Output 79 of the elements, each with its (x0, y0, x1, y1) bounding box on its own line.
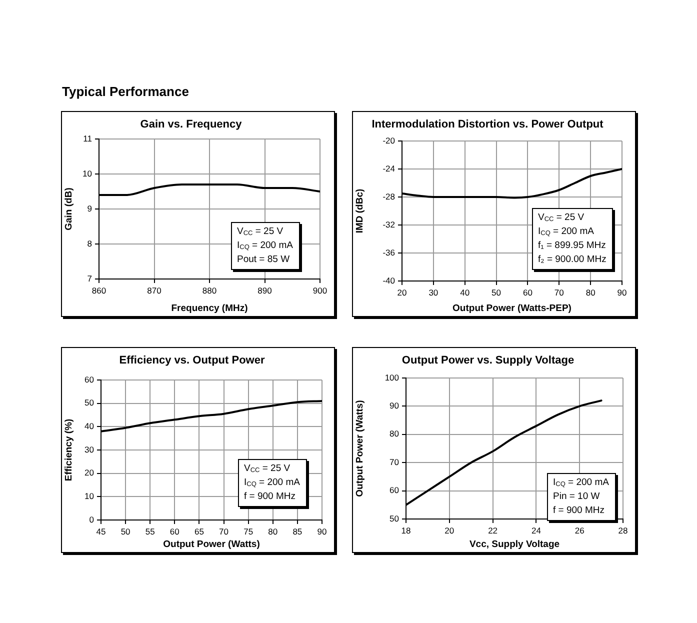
x-tick-label: 85 (292, 526, 302, 536)
y-tick-label: 10 (84, 491, 94, 502)
x-tick-label: 870 (147, 285, 162, 296)
annotation: f₂ = 900.00 MHz (538, 253, 606, 267)
y-tick-label: -28 (382, 191, 396, 202)
x-tick-label: 70 (219, 526, 229, 536)
x-tick-label: 28 (618, 525, 628, 536)
x-tick-label: 50 (492, 287, 502, 298)
annotation: I$_{CQ}$ = 200 mA (538, 225, 595, 239)
x-tick-label: 90 (617, 287, 627, 298)
y-tick-label: -40 (382, 275, 396, 286)
x-tick-label: 55 (145, 526, 156, 536)
y-axis-title: Efficiency (%) (63, 418, 74, 482)
annotation: Pout = 85 W (237, 253, 291, 267)
x-tick-label: 60 (170, 526, 180, 536)
x-tick-label: 880 (202, 285, 217, 296)
y-tick-label: 60 (390, 485, 400, 496)
annotation: V$_{CC}$ = 25 V (538, 211, 586, 225)
y-tick-label: 9 (87, 203, 92, 214)
x-tick-label: 26 (574, 525, 585, 536)
x-tick-label: 50 (120, 526, 131, 536)
y-tick-label: 7 (87, 273, 92, 284)
x-tick-label: 40 (460, 287, 470, 298)
y-tick-label: 40 (84, 421, 94, 432)
y-tick-label: 50 (390, 513, 400, 524)
y-tick-label: -36 (382, 247, 396, 258)
x-tick-label: 20 (397, 287, 407, 298)
x-tick-label: 65 (194, 526, 204, 536)
x-tick-label: 20 (444, 525, 454, 536)
x-tick-label: 30 (428, 287, 438, 298)
x-tick-label: 60 (522, 287, 533, 298)
annotation: V$_{CC}$ = 25 V (237, 225, 284, 239)
y-tick-label: -24 (382, 163, 396, 174)
y-tick-label: 30 (84, 444, 94, 454)
y-tick-label: 10 (82, 168, 92, 178)
y-tick-label: 90 (390, 400, 400, 411)
y-tick-label: 70 (390, 456, 400, 467)
annotation: Pin = 10 W (553, 490, 601, 504)
annotation: I$_{CQ}$ = 200 mA (237, 239, 293, 253)
x-axis-title: Vcc, Supply Voltage (469, 538, 560, 550)
annotation: f = 900 MHz (244, 490, 296, 504)
y-tick-label: 50 (84, 398, 94, 408)
x-tick-label: 860 (92, 285, 106, 296)
y-tick-label: -20 (382, 135, 396, 146)
annotation: f₁ = 899.95 MHz (538, 239, 606, 253)
y-tick-label: 80 (390, 428, 400, 439)
x-tick-label: 80 (586, 287, 596, 298)
x-tick-label: 22 (488, 525, 498, 536)
y-axis-title: Gain (dB) (63, 188, 74, 230)
chart-title: Intermodulation Distortion vs. Power Output (372, 118, 604, 131)
y-tick-label: 60 (84, 374, 94, 384)
x-tick-label: 24 (531, 525, 542, 536)
x-axis-title: Output Power (Watts) (163, 538, 260, 550)
x-axis-title: Output Power (Watts-PEP) (452, 302, 572, 314)
x-tick-label: 75 (244, 526, 254, 536)
y-tick-label: -32 (382, 219, 396, 230)
x-tick-label: 18 (401, 525, 411, 536)
annotation: f = 900 MHz (553, 504, 606, 518)
text: Typical Performance (62, 84, 189, 99)
y-tick-label: 0 (89, 514, 94, 524)
y-tick-label: 20 (84, 468, 94, 478)
x-tick-label: 890 (258, 285, 272, 296)
y-axis-title: Output Power (Watts) (354, 400, 366, 497)
y-tick-label: 8 (87, 238, 92, 248)
annotation: V$_{CC}$ = 25 V (244, 462, 292, 476)
y-tick-label: 11 (83, 133, 92, 144)
x-tick-label: 80 (268, 526, 278, 536)
x-tick-label: 70 (554, 287, 564, 298)
annotation: I$_{CQ}$ = 200 mA (244, 476, 300, 490)
chart-title: Output Power vs. Supply Voltage (402, 354, 574, 367)
annotation: I$_{CQ}$ = 200 mA (553, 476, 609, 490)
x-tick-label: 90 (317, 526, 327, 536)
x-tick-label: 45 (96, 526, 106, 536)
y-tick-label: 100 (384, 372, 400, 382)
x-tick-label: 900 (312, 285, 328, 296)
chart-title: Efficiency vs. Output Power (119, 354, 266, 367)
x-axis-title: Frequency (MHz) (171, 302, 248, 314)
y-axis-title: IMD (dBc) (354, 188, 366, 234)
chart-title: Gain vs. Frequency (140, 118, 243, 131)
